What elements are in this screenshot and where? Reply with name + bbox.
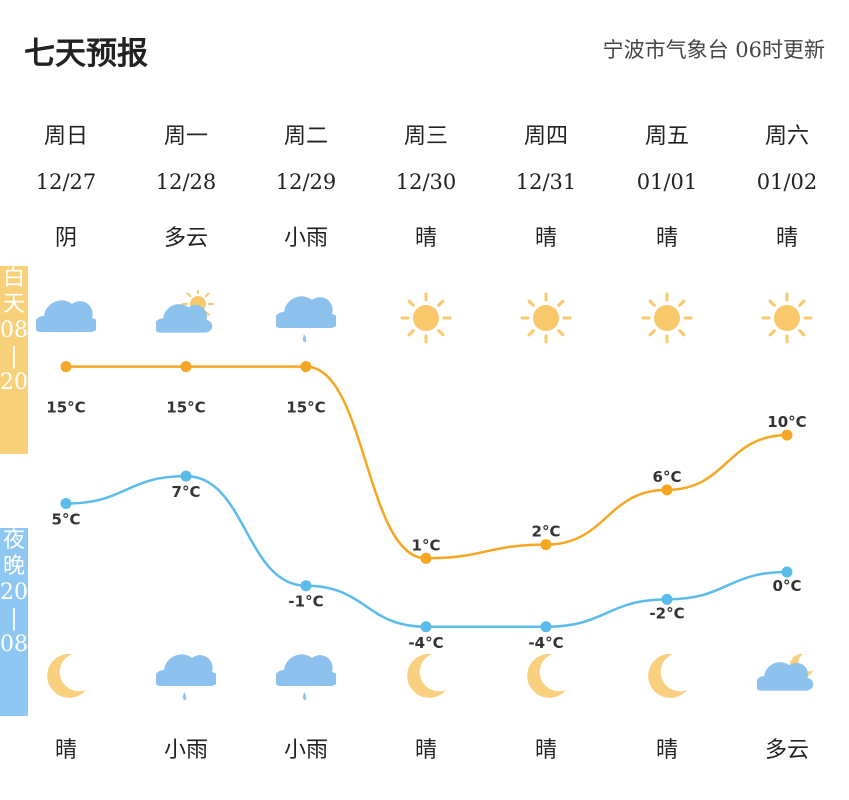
night-temp-point <box>781 566 793 578</box>
moon-icon <box>648 653 687 698</box>
cloud-icon <box>36 300 96 332</box>
night-weather-label: 晴 <box>534 738 557 763</box>
partly-cloudy-icon <box>156 290 214 333</box>
day-period-char: 20 <box>0 370 28 395</box>
rain-cloud-icon <box>276 654 336 700</box>
day-period-tab: 白 天 08 | 20 <box>0 266 28 454</box>
sun-icon <box>520 292 572 344</box>
day-period-char: | <box>10 344 18 369</box>
day-temp-point <box>180 361 192 373</box>
day-weather-label: 晴 <box>534 226 557 251</box>
moon-icon <box>527 653 566 698</box>
sun-icon <box>761 292 813 344</box>
day-temp-label: 10°C <box>767 413 806 431</box>
date-label: 12/29 <box>275 170 337 194</box>
day-temp-point <box>420 552 432 564</box>
night-temp-point <box>60 498 72 510</box>
day-weather-label: 晴 <box>655 226 678 251</box>
date-label: 12/28 <box>155 170 217 194</box>
weekday-label: 周四 <box>523 124 568 149</box>
day-temp-line <box>66 365 788 560</box>
night-period-char: 20 <box>0 580 28 605</box>
night-temp-label: -4°C <box>408 634 443 652</box>
cloudy-night-icon <box>757 653 814 691</box>
night-period-char: 08 <box>0 632 28 657</box>
rain-cloud-icon <box>276 296 336 342</box>
date-label: 01/02 <box>756 170 818 194</box>
day-weather-label: 阴 <box>54 226 77 251</box>
day-temp-label: 15°C <box>286 399 325 417</box>
night-period-char: 晚 <box>2 554 25 579</box>
page-title: 七天预报 <box>24 36 148 72</box>
date-label: 01/01 <box>636 170 698 194</box>
date-row: 12/27 12/28 12/29 12/30 12/31 01/01 01/02 <box>0 170 849 204</box>
sun-icon <box>641 292 693 344</box>
day-temp-point <box>540 539 552 551</box>
night-temp-label: 7°C <box>172 483 201 501</box>
weekday-label: 周三 <box>403 124 448 149</box>
night-weather-label: 晴 <box>54 738 77 763</box>
night-weather-label: 小雨 <box>283 738 328 763</box>
day-temp-label: 6°C <box>653 468 682 486</box>
day-weather-row: 阴 多云 小雨 晴 晴 晴 晴 <box>0 220 849 254</box>
sun-icon <box>400 292 452 344</box>
day-temp-point <box>300 361 312 373</box>
date-label: 12/31 <box>515 170 577 194</box>
night-weather-row: 晴 小雨 小雨 晴 晴 晴 多云 <box>0 732 849 766</box>
night-period-tab: 夜 晚 20 | 08 <box>0 528 28 716</box>
night-temp-point <box>420 621 432 633</box>
night-temp-label: 5°C <box>52 511 81 529</box>
night-weather-label: 晴 <box>414 738 437 763</box>
day-weather-label: 晴 <box>775 226 798 251</box>
day-temp-point <box>781 429 793 441</box>
day-temp-label: 15°C <box>166 399 205 417</box>
weekday-label: 周五 <box>644 124 689 149</box>
weekday-row: 周日 周一 周二 周三 周四 周五 周六 <box>0 118 849 152</box>
night-weather-label: 晴 <box>655 738 678 763</box>
day-temp-label: 1°C <box>412 536 441 554</box>
day-weather-label: 小雨 <box>283 226 328 251</box>
night-temp-label: 0°C <box>773 577 802 595</box>
night-weather-label: 小雨 <box>163 738 208 763</box>
night-period-char: 夜 <box>2 528 25 553</box>
day-temp-label: 15°C <box>46 399 85 417</box>
moon-icon <box>47 653 86 698</box>
update-source: 宁波市气象台 06时更新 <box>602 38 825 62</box>
night-temp-point <box>180 470 192 482</box>
night-temp-label: -2°C <box>649 604 684 622</box>
weekday-label: 周日 <box>43 124 88 149</box>
night-temp-label: -1°C <box>288 593 323 611</box>
rain-cloud-icon <box>156 654 216 700</box>
moon-icon <box>407 653 446 698</box>
day-period-char: 08 <box>0 318 28 343</box>
day-period-char: 天 <box>2 292 25 317</box>
weekday-label: 周六 <box>764 124 809 149</box>
weekday-label: 周一 <box>163 124 208 149</box>
day-weather-label: 多云 <box>163 226 208 251</box>
weekday-label: 周二 <box>283 124 328 149</box>
day-temp-point <box>60 361 72 373</box>
date-label: 12/30 <box>395 170 457 194</box>
date-label: 12/27 <box>35 170 97 194</box>
day-temp-label: 2°C <box>532 523 561 541</box>
night-temp-label: -4°C <box>528 634 563 652</box>
day-temp-point <box>661 484 673 496</box>
day-weather-label: 晴 <box>414 226 437 251</box>
night-weather-label: 多云 <box>764 738 809 763</box>
night-temp-point <box>540 621 552 633</box>
day-period-char: 白 <box>2 266 25 291</box>
night-temp-point <box>300 580 312 592</box>
night-temp-point <box>661 593 673 605</box>
night-period-char: | <box>10 606 18 631</box>
